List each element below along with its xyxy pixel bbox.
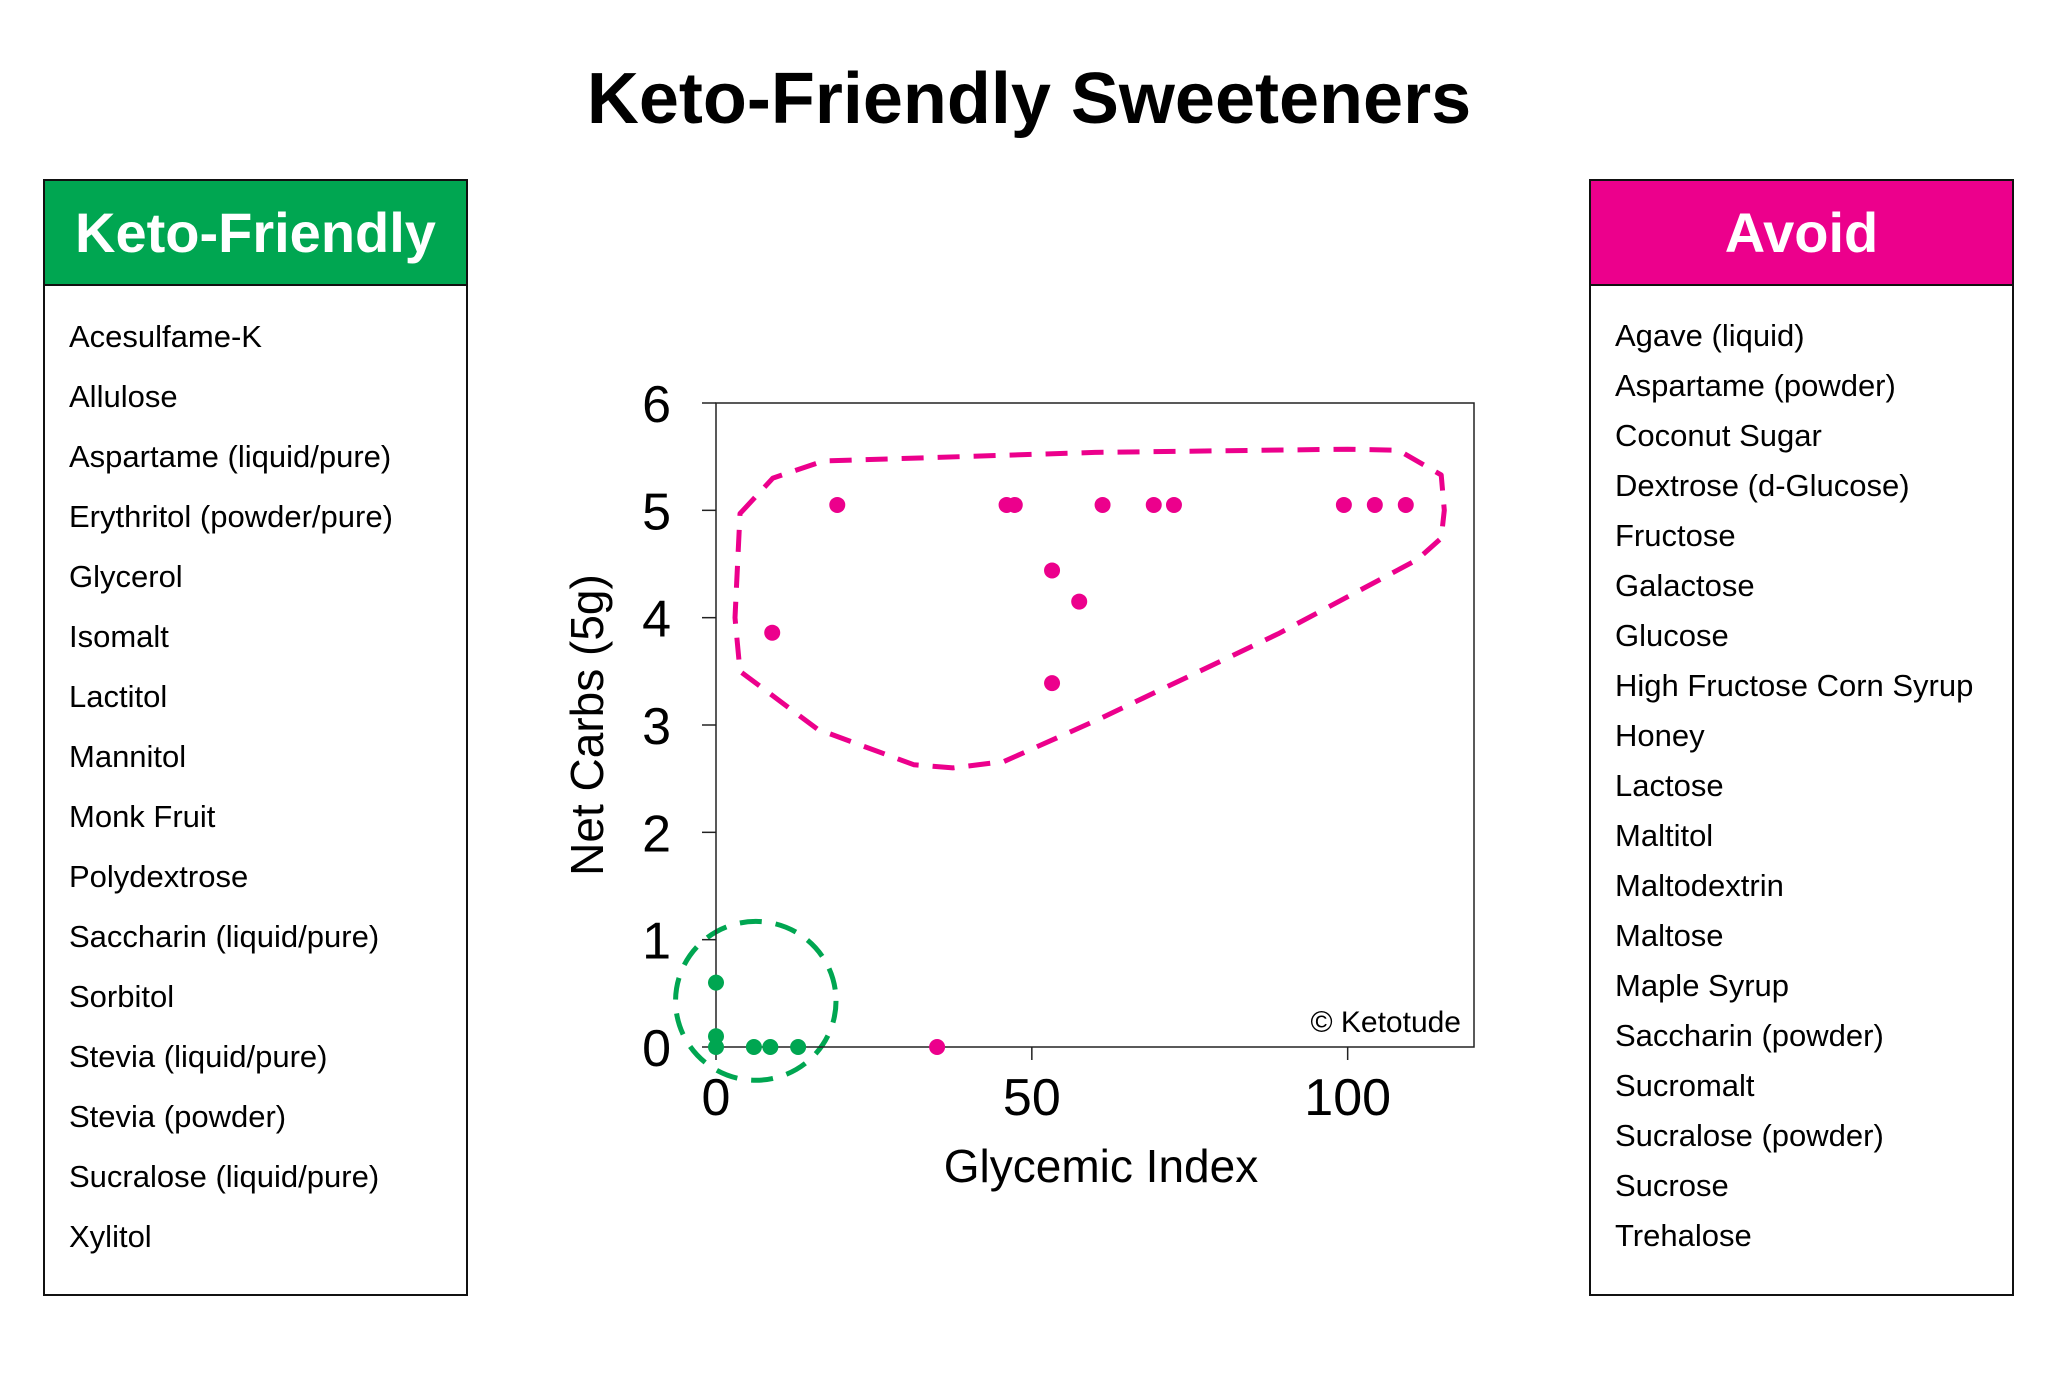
list-item: Sucromalt [1615,1068,1755,1103]
data-point [1145,496,1162,513]
data-point [708,1039,724,1055]
x-tick-label: 100 [1304,1069,1391,1127]
data-point [1335,496,1352,513]
list-item: Aspartame (powder) [1615,368,1896,403]
list-item: High Fructose Corn Syrup [1615,668,1974,703]
list-item: Maltose [1615,918,1724,953]
list-item: Mannitol [69,739,187,774]
list-item: Polydextrose [69,859,249,894]
list-item: Maltitol [1615,818,1714,853]
data-point [1044,562,1061,579]
keto-region-outline [673,918,839,1083]
data-point [708,974,724,991]
list-item: Monk Fruit [69,799,216,834]
list-item: Honey [1615,718,1705,753]
list-item: Sucrose [1615,1168,1729,1203]
y-tick-label: 4 [642,591,671,649]
list-item: Maple Syrup [1615,968,1790,1003]
data-point [745,1039,762,1055]
data-point [1006,496,1023,513]
y-tick-label: 1 [642,913,671,971]
y-tick-label: 6 [642,376,671,434]
data-point [764,624,781,641]
list-item: Stevia (liquid/pure) [69,1039,328,1074]
data-point [1397,496,1414,513]
plot-frame [715,402,1475,1048]
keto-friendly-panel: Keto-Friendly Acesulfame-K Allulose Aspart… [43,179,468,1296]
y-axis-label: Net Carbs (5g) [561,574,613,876]
avoid-header: Avoid [1591,181,2012,286]
list-item: Saccharin (liquid/pure) [69,919,380,954]
list-item: Xylitol [69,1219,152,1254]
list-item: Allulose [69,379,178,414]
avoid-list: Agave (liquid) Aspartame (powder) Coconut … [1615,311,1973,1261]
y-tick-label: 5 [642,483,671,541]
data-point [929,1039,946,1055]
page-title: Keto-Friendly Sweeteners [586,59,1472,139]
data-point [762,1039,779,1055]
list-item: Maltodextrin [1615,868,1784,903]
y-tick-label: 2 [642,805,671,863]
list-item: Acesulfame-K [69,319,262,354]
list-item: Saccharin (powder) [1615,1018,1884,1053]
data-point [1165,496,1182,513]
list-item: Lactitol [69,679,168,714]
y-tick-label: 3 [642,698,671,756]
list-item: Sucralose (liquid/pure) [69,1159,380,1194]
data-point [829,496,846,513]
data-point [1071,593,1088,610]
data-point [1094,496,1111,513]
keto-friendly-header: Keto-Friendly [45,181,466,286]
list-item: Galactose [1615,568,1755,603]
y-tick-label: 0 [642,1020,671,1078]
list-item: Agave (liquid) [1615,318,1805,353]
data-point [1044,675,1061,692]
copyright-annotation: © Ketotude [1310,1006,1461,1039]
list-item: Sucralose (powder) [1615,1118,1884,1153]
keto-friendly-list: Acesulfame-K Allulose Aspartame (liquid/pu… [69,311,393,1271]
x-tick-label: 0 [702,1069,731,1127]
list-item: Lactose [1615,768,1724,803]
x-tick-label: 50 [1003,1069,1061,1127]
list-item: Glycerol [69,559,183,594]
list-item: Dextrose (d-Glucose) [1615,468,1910,503]
list-item: Erythritol (powder/pure) [69,499,393,534]
data-point [790,1039,807,1055]
avoid-region-outline [732,446,1447,771]
list-item: Sorbitol [69,979,175,1014]
list-item: Aspartame (liquid/pure) [69,439,392,474]
x-axis-label: Glycemic Index [944,1140,1258,1192]
list-item: Fructose [1615,518,1736,553]
list-item: Isomalt [69,619,169,654]
avoid-panel: Avoid Agave (liquid) Aspartame (powder) Co… [1589,179,2014,1296]
list-item: Coconut Sugar [1615,418,1822,453]
list-item: Stevia (powder) [69,1099,287,1134]
data-point [1366,496,1383,513]
list-item: Glucose [1615,618,1729,653]
list-item: Trehalose [1615,1218,1752,1253]
